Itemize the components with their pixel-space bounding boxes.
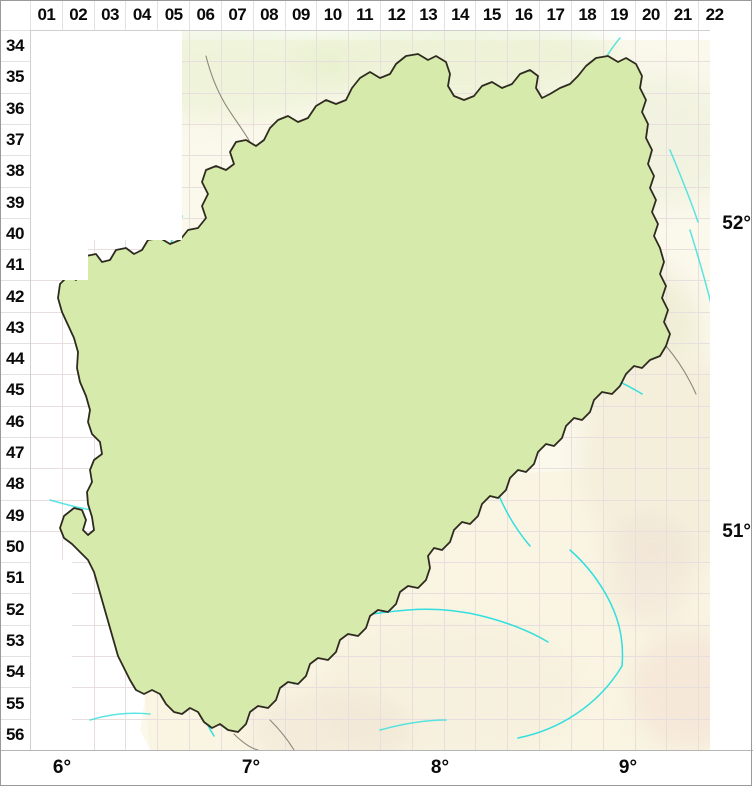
row-label-35: 35 bbox=[0, 61, 30, 92]
latitude-label-52deg: 52° bbox=[722, 213, 751, 234]
column-label-08: 08 bbox=[252, 0, 285, 30]
column-label-17: 17 bbox=[539, 0, 571, 30]
row-label-46: 46 bbox=[0, 405, 30, 437]
row-label-42: 42 bbox=[0, 280, 30, 311]
row-label-49: 49 bbox=[0, 499, 30, 531]
row-label-56: 56 bbox=[0, 718, 30, 750]
longitude-label-7deg: 7° bbox=[241, 757, 261, 778]
relief-map-svg[interactable] bbox=[30, 30, 730, 750]
column-label-06: 06 bbox=[189, 0, 221, 30]
column-label-07: 07 bbox=[220, 0, 253, 30]
column-label-05: 05 bbox=[157, 0, 189, 30]
row-label-39: 39 bbox=[0, 186, 30, 218]
longitude-axis: 6° 7° 8° 9° bbox=[0, 750, 753, 787]
column-label-20: 20 bbox=[634, 0, 667, 30]
row-label-38: 38 bbox=[0, 155, 30, 186]
column-label-11: 11 bbox=[348, 0, 380, 30]
row-label-45: 45 bbox=[0, 374, 30, 405]
row-label-48: 48 bbox=[0, 468, 30, 499]
row-label-47: 47 bbox=[0, 436, 30, 468]
map-canvas[interactable] bbox=[30, 30, 730, 750]
longitude-label-8deg: 8° bbox=[430, 757, 450, 778]
column-label-04: 04 bbox=[125, 0, 157, 30]
row-label-53: 53 bbox=[0, 624, 30, 656]
column-label-14: 14 bbox=[443, 0, 476, 30]
row-label-44: 44 bbox=[0, 343, 30, 374]
column-header: 01 02 03 04 05 06 07 08 09 10 11 12 13 14 15 16 17 18 19 20… bbox=[0, 0, 753, 31]
column-label-02: 02 bbox=[61, 0, 94, 30]
row-label-43: 43 bbox=[0, 311, 30, 343]
column-label-01: 01 bbox=[30, 0, 62, 30]
longitude-label-9deg: 9° bbox=[618, 757, 638, 778]
row-label-40: 40 bbox=[0, 217, 30, 249]
column-label-16: 16 bbox=[507, 0, 539, 30]
column-label-21: 21 bbox=[666, 0, 698, 30]
column-label-13: 13 bbox=[411, 0, 444, 30]
row-label-34: 34 bbox=[0, 30, 30, 61]
row-label-55: 55 bbox=[0, 687, 30, 718]
latitude-label-51deg: 51° bbox=[722, 521, 751, 542]
row-label-41: 41 bbox=[0, 249, 30, 280]
column-label-15: 15 bbox=[475, 0, 507, 30]
mask-left-upper bbox=[30, 30, 88, 280]
row-label-51: 51 bbox=[0, 562, 30, 593]
column-label-19: 19 bbox=[602, 0, 635, 30]
column-label-03: 03 bbox=[93, 0, 126, 30]
row-label-50: 50 bbox=[0, 530, 30, 562]
row-header: 34 35 36 37 38 39 40 41 42 43 44 45 46 47 48 49 50 51 52 53… bbox=[0, 30, 31, 750]
row-label-36: 36 bbox=[0, 92, 30, 124]
longitude-label-6deg: 6° bbox=[52, 757, 72, 778]
column-label-22: 22 bbox=[698, 0, 730, 30]
row-label-54: 54 bbox=[0, 656, 30, 687]
mask-bottom-left bbox=[30, 560, 72, 750]
latitude-axis: 52° 51° bbox=[710, 30, 753, 750]
column-label-12: 12 bbox=[380, 0, 412, 30]
row-label-52: 52 bbox=[0, 593, 30, 624]
column-label-18: 18 bbox=[570, 0, 603, 30]
row-label-37: 37 bbox=[0, 123, 30, 155]
column-label-10: 10 bbox=[316, 0, 348, 30]
column-label-09: 09 bbox=[284, 0, 317, 30]
